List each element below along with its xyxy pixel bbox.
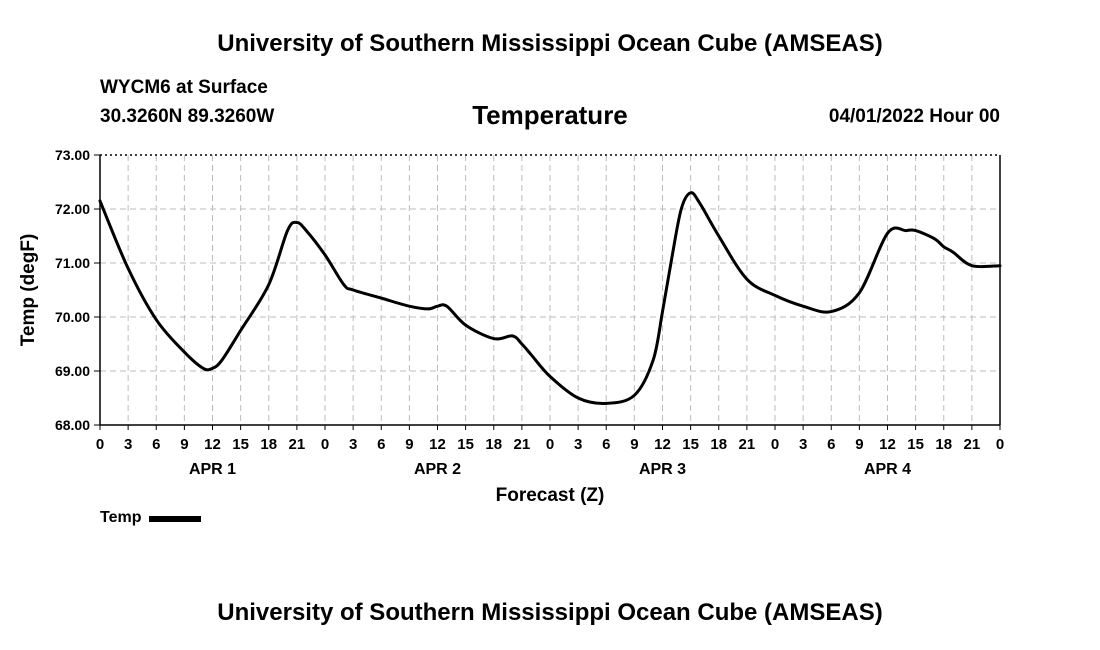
y-tick-label: 68.00: [55, 417, 90, 433]
y-tick-label: 72.00: [55, 201, 90, 217]
x-tick-label: 6: [152, 436, 160, 453]
legend: Temp: [100, 509, 202, 527]
x-tick-label: 15: [682, 436, 699, 453]
x-tick-label: 3: [124, 436, 132, 453]
x-tick-label: 6: [377, 436, 385, 453]
series-line-temp: [98, 191, 1002, 405]
legend-swatch: [149, 516, 202, 522]
y-axis-label: Temp (degF): [18, 234, 39, 347]
day-label: APR 3: [639, 461, 686, 478]
x-tick-label: 9: [405, 436, 413, 453]
main-title: University of Southern Mississippi Ocean…: [217, 30, 883, 57]
x-tick-label: 18: [710, 436, 727, 453]
x-tick-label: 0: [321, 436, 329, 453]
x-tick-label: 0: [546, 436, 554, 453]
x-tick-label: 15: [457, 436, 474, 453]
x-tick-label: 18: [260, 436, 277, 453]
coordinates-label: 30.3260N 89.3260W: [100, 106, 275, 127]
x-tick-label: 21: [739, 436, 756, 453]
day-label: APR 1: [189, 461, 236, 478]
x-tick-label: 9: [630, 436, 638, 453]
forecast-datetime: 04/01/2022 Hour 00: [828, 106, 1000, 127]
x-tick-label: 12: [204, 436, 221, 453]
x-axis-label: Forecast (Z): [496, 485, 605, 506]
x-tick-label: 9: [855, 436, 863, 453]
x-tick-label: 6: [602, 436, 610, 453]
x-tick-label: 15: [907, 436, 924, 453]
footer-title: University of Southern Mississippi Ocean…: [217, 599, 883, 626]
y-tick-label: 70.00: [55, 309, 90, 325]
station-label: WYCM6 at Surface: [100, 77, 268, 98]
x-tick-label: 3: [799, 436, 807, 453]
y-tick-label: 71.00: [55, 255, 90, 271]
x-tick-label: 0: [996, 436, 1004, 453]
day-label: APR 4: [864, 461, 911, 478]
x-tick-label: 12: [429, 436, 446, 453]
x-tick-label: 9: [180, 436, 188, 453]
x-tick-label: 3: [349, 436, 357, 453]
x-tick-label: 3: [574, 436, 582, 453]
x-tick-label: 6: [827, 436, 835, 453]
x-tick-label: 12: [879, 436, 896, 453]
y-tick-label: 69.00: [55, 363, 90, 379]
x-tick-label: 21: [514, 436, 531, 453]
x-tick-label: 15: [232, 436, 249, 453]
x-tick-label: 0: [771, 436, 779, 453]
legend-label: Temp: [100, 509, 142, 526]
x-tick-label: 21: [289, 436, 306, 453]
day-label: APR 2: [414, 461, 461, 478]
x-tick-label: 18: [485, 436, 502, 453]
chart-title: Temperature: [472, 100, 628, 130]
y-tick-label: 73.00: [55, 147, 90, 163]
x-tick-label: 18: [935, 436, 952, 453]
x-tick-label: 12: [654, 436, 671, 453]
x-tick-label: 0: [96, 436, 104, 453]
x-tick-label: 21: [964, 436, 981, 453]
